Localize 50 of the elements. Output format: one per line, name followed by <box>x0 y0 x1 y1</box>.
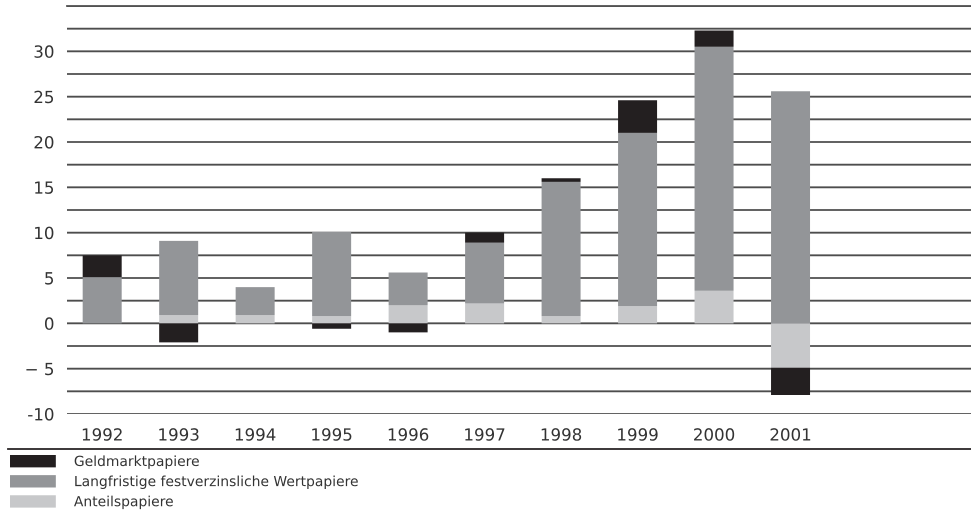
bar <box>694 30 734 47</box>
y-tick-label: 20 <box>34 136 54 149</box>
bar <box>465 242 504 304</box>
bar <box>618 306 658 324</box>
bar <box>465 303 504 324</box>
x-tick-label: 1994 <box>236 428 276 441</box>
x-tick-label: 2001 <box>770 428 810 441</box>
bar <box>236 287 275 316</box>
bar <box>542 316 581 324</box>
x-tick-label: 1997 <box>465 428 504 441</box>
bar <box>771 323 810 368</box>
y-tick-label: 0 <box>44 317 54 330</box>
bar <box>618 132 658 306</box>
y-tick-label: 25 <box>34 90 54 104</box>
y-tick-label: -10 <box>28 408 54 421</box>
bar <box>542 182 581 316</box>
x-tick-label: 1998 <box>542 428 582 441</box>
bar <box>312 323 352 329</box>
x-tick-label: 2000 <box>694 428 734 441</box>
bar <box>694 290 734 324</box>
bar <box>465 232 504 243</box>
x-tick-label: 1993 <box>159 428 199 441</box>
bar <box>388 323 428 332</box>
bar <box>82 277 122 324</box>
bar <box>618 100 658 133</box>
y-tick-label: − 5 <box>26 362 54 376</box>
x-tick-label: 1996 <box>388 428 428 441</box>
bar <box>694 46 734 291</box>
legend-label: Langfristige festverzinsliche Wertpapiere <box>75 476 358 489</box>
bar <box>159 240 198 316</box>
bar <box>771 368 810 395</box>
bar <box>771 91 810 324</box>
y-tick-label: 10 <box>35 226 54 240</box>
bar <box>159 315 198 324</box>
bar <box>159 323 198 342</box>
bar <box>312 232 352 316</box>
bar <box>312 316 352 324</box>
legend-label: Geldmarktpapiere <box>74 455 199 469</box>
y-tick-label: 5 <box>45 272 54 285</box>
y-tick-label: 15 <box>35 182 54 194</box>
legend-label: Anteilspapiere <box>74 496 173 510</box>
bar <box>388 272 428 306</box>
x-tick-label: 1992 <box>82 428 122 441</box>
bar <box>542 178 581 182</box>
x-tick-label: 1995 <box>312 428 352 441</box>
x-tick-label: 1999 <box>618 428 658 441</box>
y-tick-label: 30 <box>34 45 54 58</box>
bar <box>388 305 428 324</box>
bar <box>82 255 122 278</box>
bar <box>236 315 275 324</box>
